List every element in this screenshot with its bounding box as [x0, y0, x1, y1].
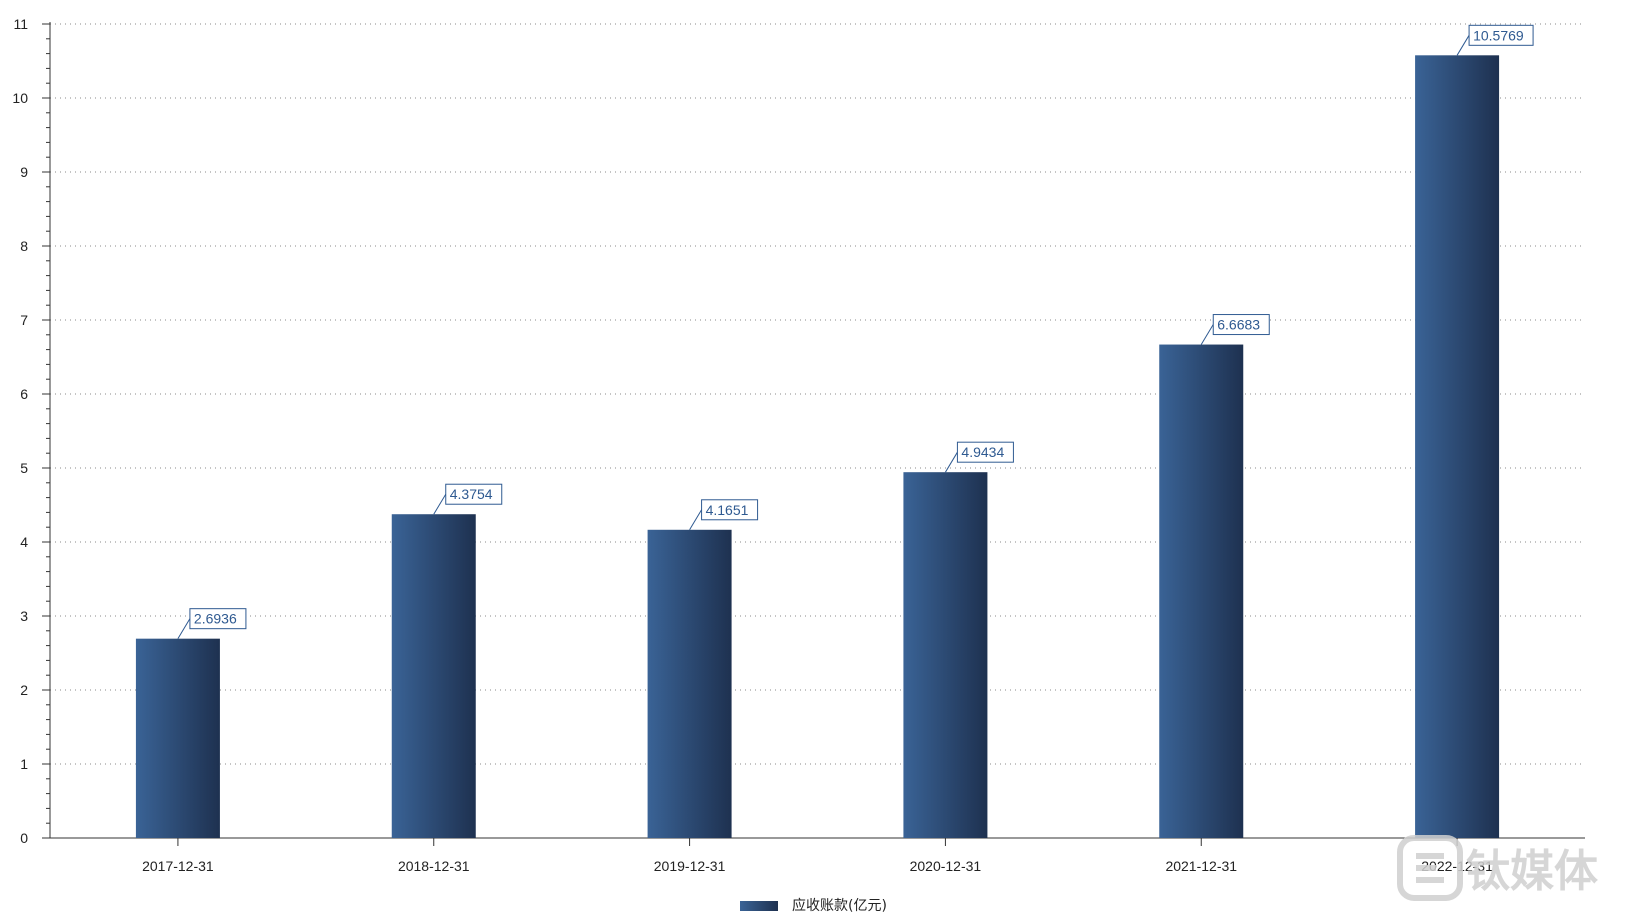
bar — [647, 529, 732, 838]
y-tick-label: 7 — [20, 312, 28, 328]
data-label-box — [701, 499, 759, 521]
data-label-leader — [1200, 324, 1214, 345]
data-label: 6.6683 — [1217, 317, 1260, 333]
data-label-box — [445, 483, 503, 505]
legend-swatch — [740, 901, 778, 911]
watermark-logo-icon — [1397, 835, 1463, 901]
data-label: 4.9434 — [961, 444, 1004, 460]
data-label-leader — [177, 618, 191, 639]
grid-lines — [50, 23, 1585, 765]
data-label-leader — [433, 493, 447, 515]
bar — [391, 514, 476, 838]
data-label-leader — [689, 509, 703, 531]
data-label-box — [1212, 314, 1270, 336]
y-tick-label: 5 — [20, 460, 28, 476]
y-tick-label: 4 — [20, 534, 28, 550]
data-label-leader — [1456, 35, 1470, 56]
data-label-box — [1468, 24, 1534, 46]
watermark: 钛媒体 — [1397, 835, 1598, 901]
x-tick-label: 2021-12-31 — [1165, 858, 1237, 874]
data-label-box — [956, 441, 1014, 463]
x-tick-label: 2019-12-31 — [654, 858, 726, 874]
data-label-box — [189, 608, 247, 630]
watermark-text: 钛媒体 — [1466, 846, 1598, 897]
axes: 0 1 2 3 4 5 6 7 8 9 10 11 2017-12-31 2018-12-31 2019-1… — [12, 16, 1585, 874]
y-tick-label: 8 — [20, 238, 28, 254]
y-tick-label: 11 — [13, 16, 28, 32]
legend: 应收账款(亿元) — [740, 897, 887, 914]
data-label: 10.5769 — [1473, 27, 1524, 43]
data-label: 2.6936 — [194, 611, 237, 627]
x-tick-label: 2017-12-31 — [142, 858, 214, 874]
y-tick-label: 10 — [12, 90, 28, 106]
bar — [1159, 344, 1244, 838]
legend-label: 应收账款(亿元) — [792, 897, 887, 914]
y-tick-label: 6 — [20, 386, 28, 402]
bar — [135, 638, 220, 838]
y-tick-label: 0 — [20, 830, 28, 846]
bar — [1415, 55, 1500, 839]
y-tick-label: 2 — [20, 682, 28, 698]
data-labels: 2.6936 4.3754 4.1651 4.9434 6.6683 10.5769 — [177, 24, 1534, 639]
bar — [903, 472, 988, 838]
y-tick-label: 9 — [20, 164, 28, 180]
x-tick-label: 2020-12-31 — [910, 858, 982, 874]
y-tick-label: 3 — [20, 608, 28, 624]
data-label-leader — [944, 451, 958, 473]
bars — [135, 55, 1500, 839]
y-tick-label: 1 — [20, 756, 28, 772]
x-tick-label: 2018-12-31 — [398, 858, 470, 874]
data-label: 4.1651 — [706, 502, 749, 518]
data-label: 4.3754 — [450, 486, 493, 502]
